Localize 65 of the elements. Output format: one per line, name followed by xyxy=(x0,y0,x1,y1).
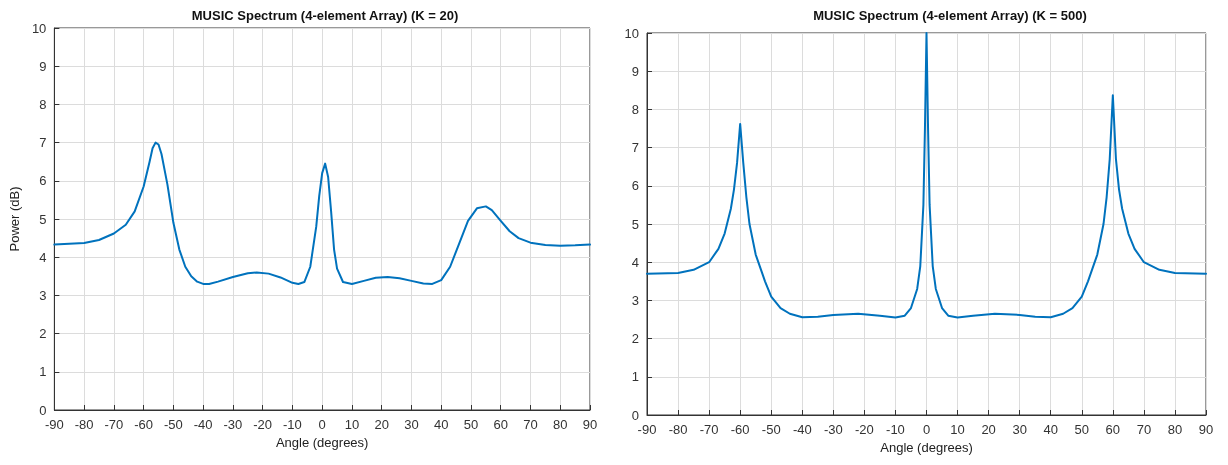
x-tick-label: -70 xyxy=(104,417,124,432)
x-tick-label: 70 xyxy=(523,417,538,432)
x-tick-label: 90 xyxy=(582,417,598,432)
x-tick-label: -40 xyxy=(193,417,213,432)
x-tick-label: -10 xyxy=(886,422,905,437)
x-tick-label: 30 xyxy=(1012,422,1027,437)
x-tick-label: 40 xyxy=(1043,422,1058,437)
chart-title: MUSIC Spectrum (4-element Array) (K = 20) xyxy=(191,8,459,23)
x-tick-label: -40 xyxy=(792,422,812,437)
x-tick-label: 80 xyxy=(1167,422,1183,437)
x-tick-label: -30 xyxy=(823,422,843,437)
x-tick-label: -50 xyxy=(163,417,183,432)
x-tick-label: 80 xyxy=(553,417,568,432)
x-tick-label: -60 xyxy=(134,417,154,432)
y-tick-label: 4 xyxy=(39,249,47,265)
x-tick-label: -90 xyxy=(44,417,64,432)
y-tick-label: 8 xyxy=(39,96,47,112)
y-tick-label: 1 xyxy=(631,369,639,385)
y-axis-title: Power (dB) xyxy=(7,186,22,252)
x-tick-label: -50 xyxy=(761,422,781,437)
x-tick-label: 50 xyxy=(1074,422,1090,437)
x-axis-title: Angle (degrees) xyxy=(275,435,369,450)
x-tick-label: 10 xyxy=(950,422,965,437)
x-tick-label: -20 xyxy=(253,417,273,432)
x-tick-label: -80 xyxy=(74,417,94,432)
y-tick-label: 7 xyxy=(39,135,47,151)
x-tick-label: -80 xyxy=(668,422,688,437)
x-tick-label: 40 xyxy=(433,417,449,432)
y-tick-label: 9 xyxy=(39,58,47,74)
y-tick-label: 5 xyxy=(39,211,47,227)
x-tick-label: -20 xyxy=(854,422,874,437)
y-tick-label: 0 xyxy=(39,402,47,418)
y-tick-label: 9 xyxy=(631,63,639,79)
x-tick-label: 50 xyxy=(463,417,479,432)
y-tick-label: 10 xyxy=(624,25,639,41)
y-tick-label: 6 xyxy=(39,173,47,189)
x-tick-label: 0 xyxy=(318,417,326,432)
x-tick-label: 60 xyxy=(1105,422,1121,437)
y-tick-label: 2 xyxy=(631,331,639,347)
x-tick-label: 0 xyxy=(922,422,931,437)
x-tick-label: 20 xyxy=(981,422,996,437)
x-tick-label: 90 xyxy=(1198,422,1214,437)
y-tick-label: 3 xyxy=(39,287,47,303)
y-tick-label: 8 xyxy=(631,101,639,117)
line-series xyxy=(53,141,591,285)
x-axis-title: Angle (degrees) xyxy=(880,440,973,455)
x-tick-label: 60 xyxy=(493,417,508,432)
x-tick-label: -90 xyxy=(637,422,657,437)
x-tick-label: 20 xyxy=(374,417,389,432)
x-tick-label: -70 xyxy=(699,422,719,437)
y-tick-label: 2 xyxy=(39,326,47,342)
x-tick-label: -60 xyxy=(730,422,750,437)
y-tick-label: 7 xyxy=(631,140,639,156)
y-tick-label: 10 xyxy=(31,20,47,36)
x-tick-label: 70 xyxy=(1136,422,1152,437)
x-tick-label: 30 xyxy=(404,417,419,432)
x-tick-label: -30 xyxy=(223,417,243,432)
chart-title: MUSIC Spectrum (4-element Array) (K = 500) xyxy=(813,8,1087,23)
y-tick-label: 6 xyxy=(631,178,639,194)
x-tick-label: 10 xyxy=(344,417,360,432)
x-tick-label: -10 xyxy=(283,417,302,432)
y-tick-label: 3 xyxy=(631,292,639,308)
y-tick-label: 1 xyxy=(39,364,47,380)
y-tick-label: 4 xyxy=(631,254,639,270)
y-tick-label: 5 xyxy=(631,216,639,232)
